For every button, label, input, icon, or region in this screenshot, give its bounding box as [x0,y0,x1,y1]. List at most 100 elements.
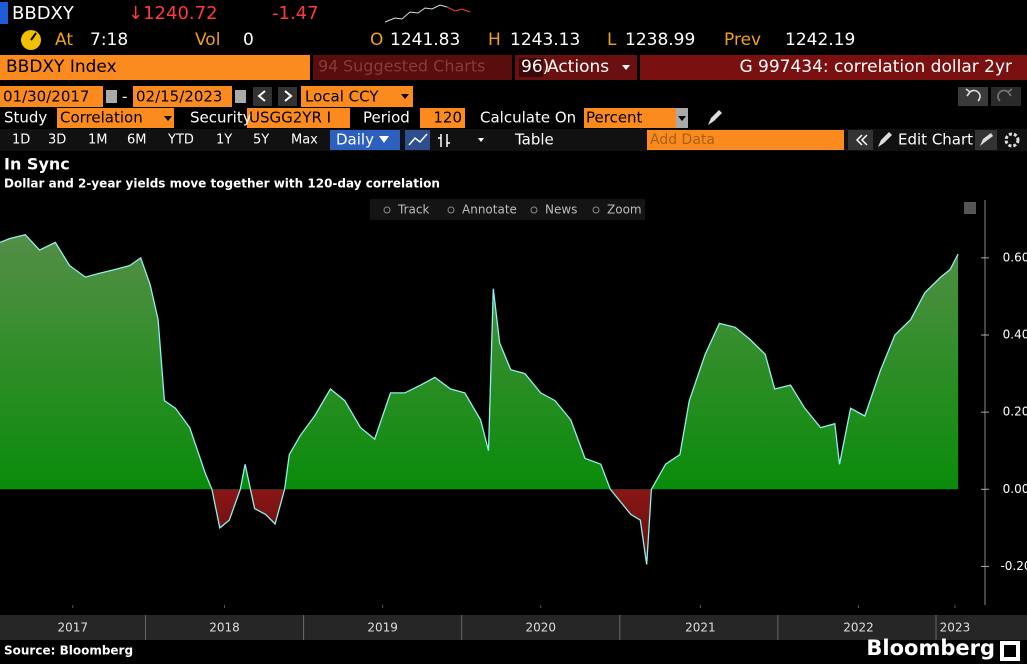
security: USGG2YR I [249,109,331,127]
security-label: Security [190,109,252,127]
volume: 0 [243,30,254,50]
edit-icon[interactable] [878,132,892,147]
high-label: H [488,30,501,50]
period: 120 [433,109,462,127]
status-square [0,2,8,24]
x-tick-label: 2017 [57,621,88,635]
x-tick-label: 2021 [685,621,716,635]
line-icon [408,133,428,146]
calculate-select[interactable] [584,108,688,128]
security-tab-label: BBDXY Index [6,57,117,77]
dropdown-arrow [379,136,389,143]
calculate: Percent [586,109,643,127]
collapse-icon [855,134,868,146]
undo-icon [965,88,981,102]
add-data: Add Data [650,132,715,148]
date-separator: - [122,88,127,106]
time: 7:18 [90,30,128,50]
tool-icon [447,206,455,214]
currency: Local CCY [305,88,379,106]
currency-select[interactable] [301,86,413,107]
chart-title: In Sync [4,155,70,174]
y-tick-label: 0.60 [1003,250,1027,264]
chart-tool[interactable]: Annotate [462,203,517,217]
back-button[interactable] [253,87,272,106]
study: Correlation [60,109,143,127]
x-tick-label: 2019 [367,621,398,635]
suggested-number: 94 [318,57,338,76]
x-tick-label: 2018 [209,621,240,635]
study-label: Study [4,109,47,127]
period-button[interactable]: 6M [127,133,147,148]
end-date-input[interactable] [133,86,232,107]
price-change: -1.47 [272,3,319,24]
add-data-input[interactable] [647,130,844,150]
collapse-button[interactable] [848,130,873,150]
y-tick-label: 0.20 [1003,405,1027,419]
sparkline-tail [446,6,471,13]
chart-name-tab [640,55,1027,80]
chart-toolbar [370,199,645,220]
start-date-input[interactable] [0,86,103,107]
suggested-tab[interactable] [313,55,512,80]
line [0,233,959,565]
forward-button[interactable] [278,87,297,106]
bar-icon[interactable] [438,134,450,147]
frequency: Daily [336,131,374,149]
period-input[interactable] [420,108,465,128]
tool-icon [383,206,391,214]
study-select[interactable] [57,108,174,128]
chart-tool[interactable]: Track [397,203,429,217]
y-tick-label: 0.00 [1003,482,1027,496]
volume-label: Vol [195,30,220,50]
pencil-icon[interactable] [708,110,722,125]
redo-button[interactable] [991,87,1021,106]
edit-chart-button: Edit Chart [898,131,973,149]
chart-tool[interactable]: Zoom [607,203,642,217]
x-tick-label: 2020 [525,621,556,635]
dropdown-arrow [478,138,484,142]
actions-number: 96) [521,57,549,77]
actions-number-box [519,58,543,77]
high: 1243.13 [510,30,580,50]
table-button: Table [514,131,554,149]
tool-icon [530,206,538,214]
frequency-select[interactable] [330,130,400,150]
sparkline [384,4,448,23]
year-band [0,615,1027,640]
gear-icon[interactable] [1004,132,1020,148]
calendar-icon[interactable] [106,90,117,103]
calendar-icon[interactable] [235,90,246,103]
period-button[interactable]: 3D [48,133,66,148]
low: 1238.99 [625,30,695,50]
period-button[interactable]: 1D [12,133,30,148]
period-button[interactable]: YTD [167,133,194,148]
chart-menu-icon[interactable] [964,202,976,214]
dropdown-arrow [401,94,409,99]
period-button[interactable]: 1M [88,133,108,148]
period-button[interactable]: Max [291,133,318,148]
open-label: O [370,30,383,50]
period-button[interactable]: 1Y [216,133,232,148]
time-label: At [55,30,73,50]
gauge-needle [30,32,37,41]
redo-icon [997,88,1013,102]
tool-icon [592,206,600,214]
security-tab[interactable] [0,55,310,80]
start-date: 01/30/2017 [3,88,89,106]
chart-name: G 997434: correlation dollar 2yr [739,57,1012,77]
open: 1241.83 [390,30,460,50]
chart-tool[interactable]: News [545,203,577,217]
x-tick-label: 2023 [940,621,971,635]
dropdown-arrow [622,65,630,70]
brand-logo: Bloomberg [866,636,995,660]
security-input[interactable] [247,108,350,128]
chart-subtitle: Dollar and 2-year yields move together w… [4,177,440,191]
prev-label: Prev [724,30,761,50]
last-price: ↓1240.72 [128,3,218,24]
end-date: 02/15/2023 [136,88,222,106]
period-button[interactable]: 5Y [253,133,269,148]
undo-button[interactable] [958,87,988,106]
